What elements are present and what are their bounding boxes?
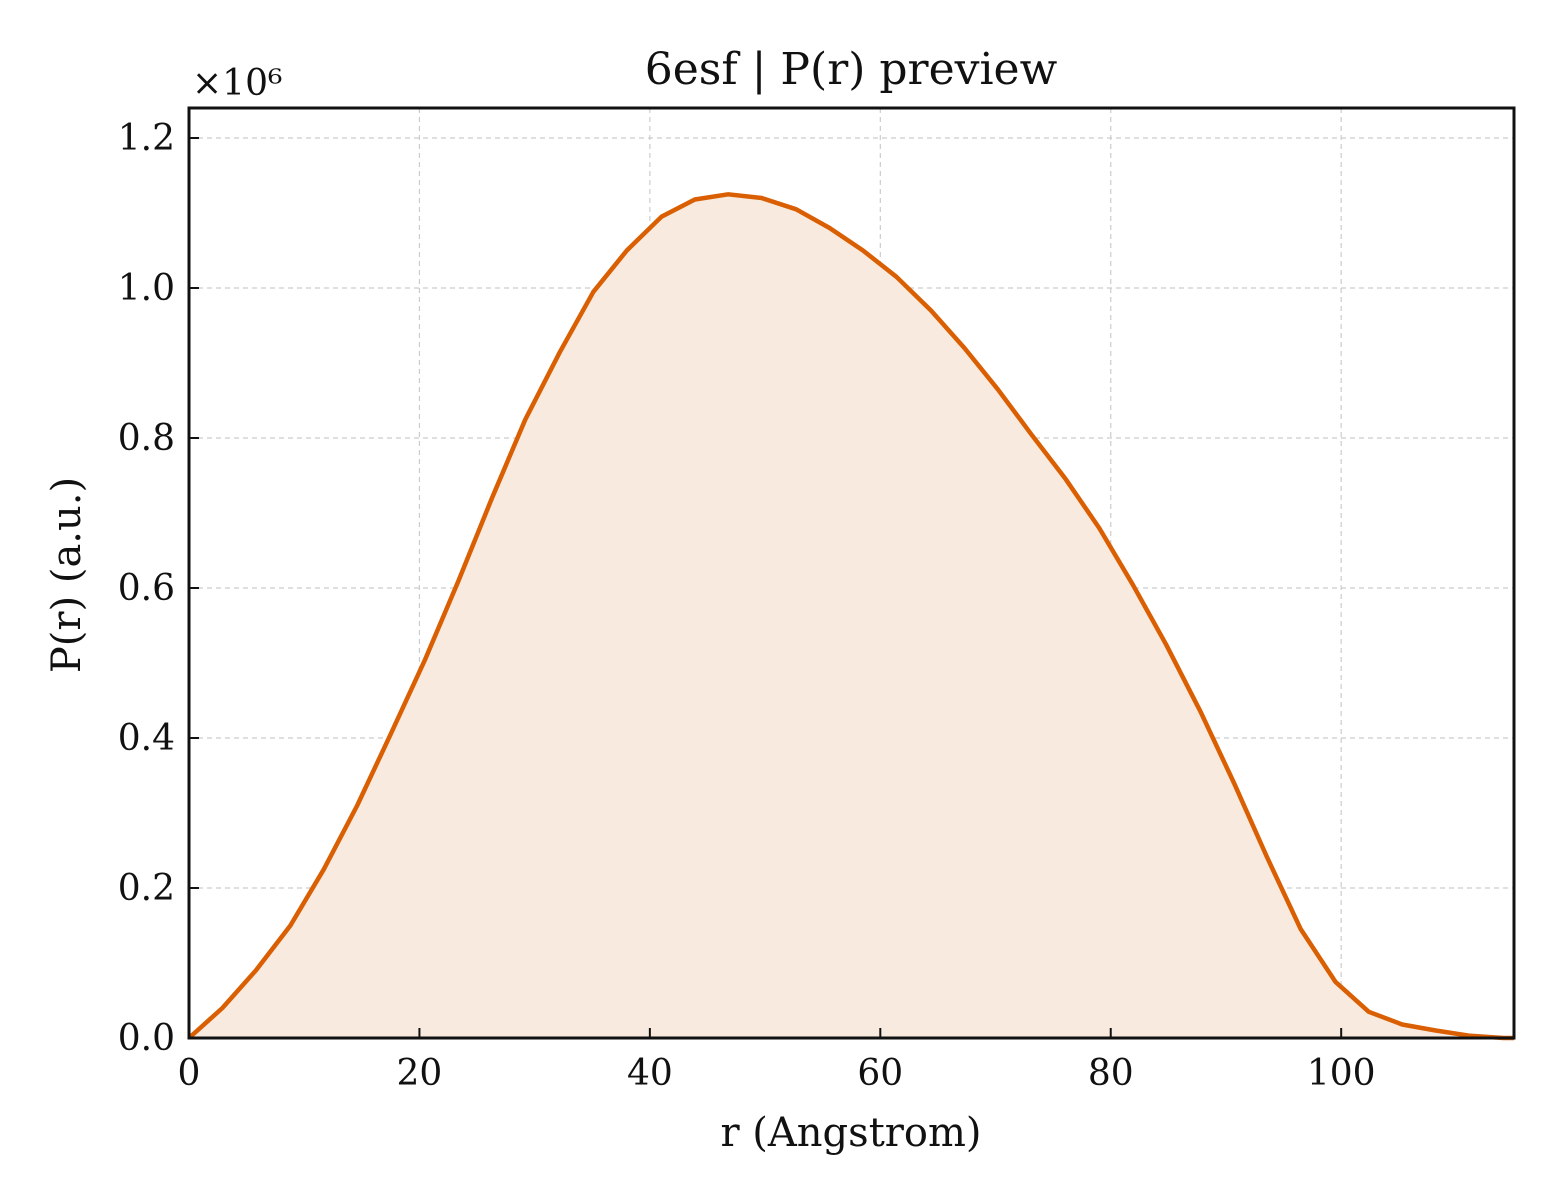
x-axis-label: r (Angstrom) <box>720 1110 981 1156</box>
x-tick-label: 0 <box>178 1053 201 1094</box>
chart-title: 6esf | P(r) preview <box>645 44 1058 95</box>
y-axis-label: P(r) (a.u.) <box>44 477 90 673</box>
x-tick-label: 20 <box>397 1053 443 1094</box>
y-tick-label: 0.4 <box>118 718 175 759</box>
y-tick-label: 0.8 <box>118 418 175 459</box>
plot-frame <box>187 106 1516 1040</box>
tick-labels: 0 20 40 60 80 100 0.0 0.2 0.4 0.6 0.8 1.0 1.2 <box>118 118 1376 1094</box>
y-tick-label: 1.2 <box>118 118 175 159</box>
pr-area-fill <box>189 194 1514 1039</box>
y-tick-label: 1.0 <box>118 268 175 309</box>
y-offset-text: ×10⁶ <box>192 63 282 104</box>
x-tick-label: 100 <box>1307 1053 1376 1094</box>
x-tick-label: 80 <box>1088 1053 1134 1094</box>
x-tick-label: 60 <box>857 1053 903 1094</box>
x-tick-label: 40 <box>627 1053 673 1094</box>
y-tick-label: 0.2 <box>118 868 175 909</box>
y-tick-label: 0.0 <box>118 1018 175 1059</box>
y-tick-label: 0.6 <box>118 568 175 609</box>
pr-curve-line <box>187 192 1514 1041</box>
axis-ticks <box>188 137 1343 1039</box>
